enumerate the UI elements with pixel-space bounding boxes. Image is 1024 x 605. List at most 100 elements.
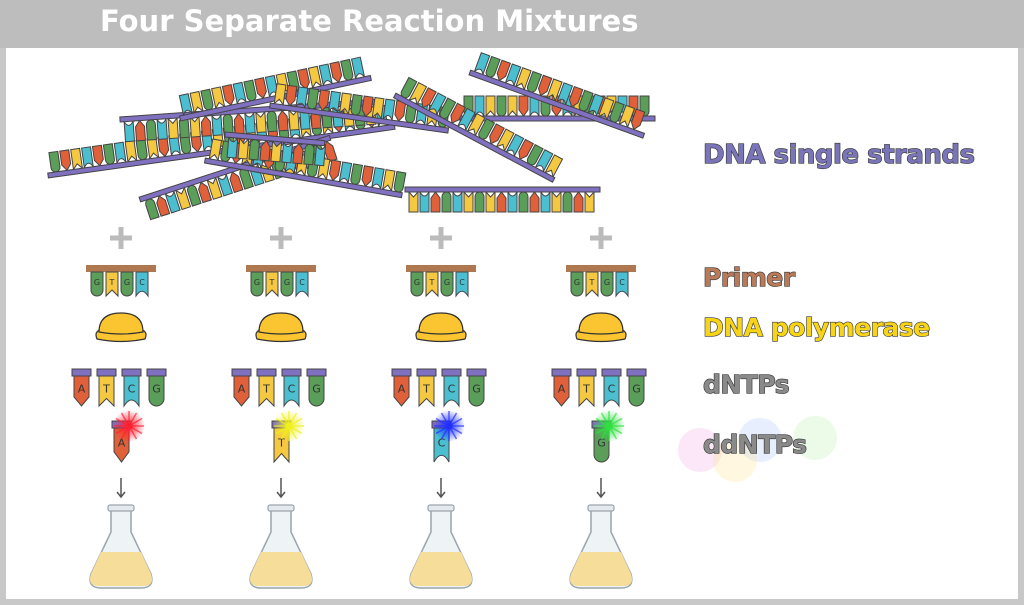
flask-rim <box>267 504 295 512</box>
primer-backbone <box>246 265 316 272</box>
base-T <box>211 86 226 110</box>
base-letter: G <box>284 278 290 287</box>
base-A <box>277 109 289 132</box>
dntp-phosphate <box>391 368 412 377</box>
base-letter: T <box>277 437 285 450</box>
base-C <box>123 375 140 408</box>
base-C <box>474 95 485 118</box>
base-C <box>507 190 518 213</box>
base-T <box>338 92 352 116</box>
base-T <box>578 375 595 408</box>
base-G <box>148 375 165 407</box>
base-A <box>537 74 553 97</box>
base-G <box>90 271 104 297</box>
base-C <box>540 190 551 213</box>
base-T <box>288 108 300 131</box>
base-G <box>222 114 234 136</box>
base-T <box>371 96 385 120</box>
base-T <box>189 90 204 115</box>
dntp-phosphate <box>71 368 92 377</box>
base-C <box>232 81 247 106</box>
arrow-down-icon <box>276 478 286 499</box>
flask-rim <box>107 504 135 512</box>
base-C <box>244 110 256 134</box>
base-T <box>208 138 223 162</box>
base-A <box>135 119 147 142</box>
base-C <box>382 98 396 123</box>
base-G <box>518 191 529 213</box>
base-T <box>237 136 250 160</box>
base-G <box>120 271 134 297</box>
base-letter: G <box>124 278 130 287</box>
base-T <box>307 65 323 90</box>
base-C <box>603 375 620 408</box>
base-letter: G <box>597 437 606 450</box>
base-A <box>156 195 171 217</box>
sparkle-glow <box>713 438 757 482</box>
base-letter: G <box>472 383 481 396</box>
sparkle-glow <box>678 428 722 472</box>
base-T <box>206 176 223 200</box>
flask-rim <box>427 504 455 512</box>
base-letter: A <box>238 383 246 396</box>
base-T <box>105 271 119 298</box>
dna-strand <box>119 98 381 143</box>
base-letter: A <box>558 383 566 396</box>
plus-icon <box>110 227 132 249</box>
dntp-phosphate <box>281 368 302 377</box>
base-letter: G <box>414 278 420 287</box>
base-C <box>295 271 309 298</box>
base-A <box>361 95 374 118</box>
ddntps-sparkle <box>678 416 837 482</box>
base-A <box>200 115 212 137</box>
arrow-down-icon <box>596 478 606 499</box>
base-G <box>308 375 325 407</box>
base-letter: C <box>459 278 465 287</box>
flask-liquid <box>90 552 152 586</box>
base-letter: T <box>109 278 115 287</box>
base-letter: T <box>262 383 270 396</box>
base-A <box>198 181 213 204</box>
arrow-down-icon <box>436 478 446 499</box>
base-letter: T <box>102 383 110 396</box>
base-T <box>408 81 428 106</box>
reaction-column: G T G CA T C GA <box>71 227 167 589</box>
fluorescent-tag <box>605 422 613 430</box>
reaction-column: G T G CA T C GG <box>551 227 647 589</box>
base-G <box>200 88 214 111</box>
base-A <box>233 112 245 135</box>
base-A <box>450 102 467 124</box>
base-C <box>156 116 168 140</box>
plus-icon <box>590 227 612 249</box>
base-letter: G <box>444 278 450 287</box>
base-letter: T <box>582 383 590 396</box>
base-T <box>408 190 419 213</box>
base-G <box>303 143 315 166</box>
base-C <box>123 119 136 143</box>
base-A <box>59 149 72 172</box>
dntp-phosphate <box>256 368 277 377</box>
flask-liquid <box>570 552 632 586</box>
base-C <box>370 167 385 191</box>
base-A <box>285 84 298 107</box>
base-G <box>243 79 257 102</box>
base-A <box>233 375 250 407</box>
dntp-phosphate <box>551 368 572 377</box>
base-A <box>254 77 267 100</box>
primer-backbone <box>86 265 156 272</box>
base-A <box>318 89 331 112</box>
base-C <box>338 161 353 186</box>
base-G <box>280 271 294 297</box>
base-T <box>585 271 599 298</box>
dna-strand <box>468 52 646 139</box>
base-T <box>597 97 615 122</box>
base-letter: T <box>429 278 435 287</box>
base-C <box>350 56 366 81</box>
base-T <box>255 110 267 133</box>
label-dntps: dNTPs <box>702 369 790 399</box>
base-C <box>615 271 629 298</box>
dntp-phosphate <box>146 368 167 377</box>
base-G <box>250 271 264 297</box>
base-A <box>91 144 104 167</box>
